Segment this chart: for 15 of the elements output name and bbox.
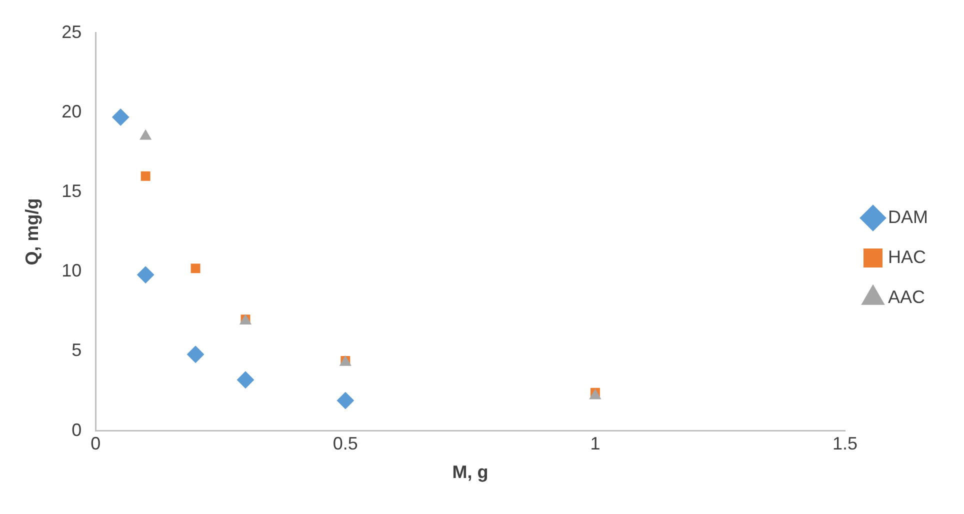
x-tick-label: 0 xyxy=(90,434,101,454)
legend-label: AAC xyxy=(888,286,926,307)
x-tick-label: 1.5 xyxy=(832,434,858,454)
y-tick-label: 5 xyxy=(72,340,82,360)
y-tick-label: 0 xyxy=(72,420,82,440)
x-tick-label: 1 xyxy=(590,434,600,454)
x-axis-title: M, g xyxy=(452,462,488,482)
y-axis-title: Q, mg/g xyxy=(22,198,42,266)
y-tick-label: 10 xyxy=(62,260,82,281)
y-tick-label: 20 xyxy=(62,101,82,122)
legend-label: HAC xyxy=(888,246,926,267)
y-tick-label: 25 xyxy=(62,22,82,42)
legend-label: DAM xyxy=(888,206,928,227)
x-tick-label: 0.5 xyxy=(332,434,358,454)
y-tick-label: 15 xyxy=(62,180,82,201)
